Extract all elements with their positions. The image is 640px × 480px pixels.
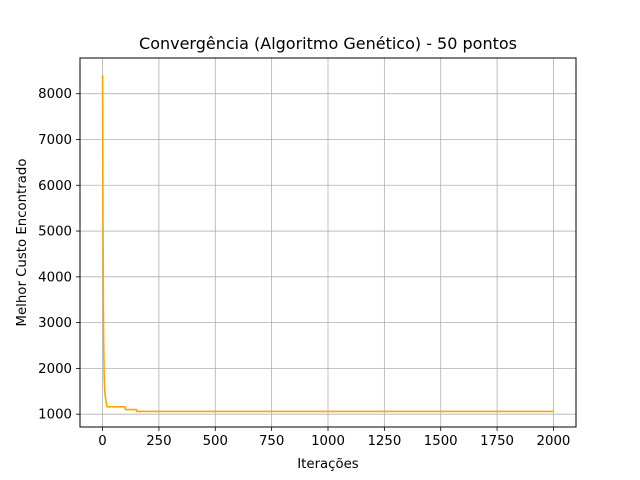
x-tick-label: 0 <box>98 434 106 449</box>
chart-title: Convergência (Algoritmo Genético) - 50 p… <box>139 34 517 53</box>
y-tick-label: 4000 <box>38 270 72 285</box>
grid <box>80 58 576 427</box>
ticks: 0 250 500 750 1000 1250 1500 1750 2000 1000 2000 30… <box>38 87 570 449</box>
y-tick-label: 3000 <box>38 316 72 331</box>
x-tick-label: 1250 <box>367 434 401 449</box>
y-tick-label: 5000 <box>38 225 72 240</box>
y-tick-label: 8000 <box>38 87 72 102</box>
y-tick-label: 2000 <box>38 362 72 377</box>
series-line <box>101 75 554 413</box>
x-axis-label: Iterações <box>297 457 359 472</box>
x-tick-label: 500 <box>203 434 228 449</box>
x-tick-label: 750 <box>259 434 284 449</box>
y-tick-label: 6000 <box>38 179 72 194</box>
y-tick-label: 1000 <box>38 408 72 423</box>
x-tick-label: 250 <box>146 434 171 449</box>
series-layer <box>101 75 554 413</box>
y-tick-label: 7000 <box>38 133 72 148</box>
x-tick-label: 2000 <box>537 434 571 449</box>
x-tick-label: 1000 <box>311 434 345 449</box>
x-tick-label: 1500 <box>424 434 458 449</box>
y-axis-label: Melhor Custo Encontrado <box>15 159 30 327</box>
x-tick-label: 1750 <box>480 434 514 449</box>
